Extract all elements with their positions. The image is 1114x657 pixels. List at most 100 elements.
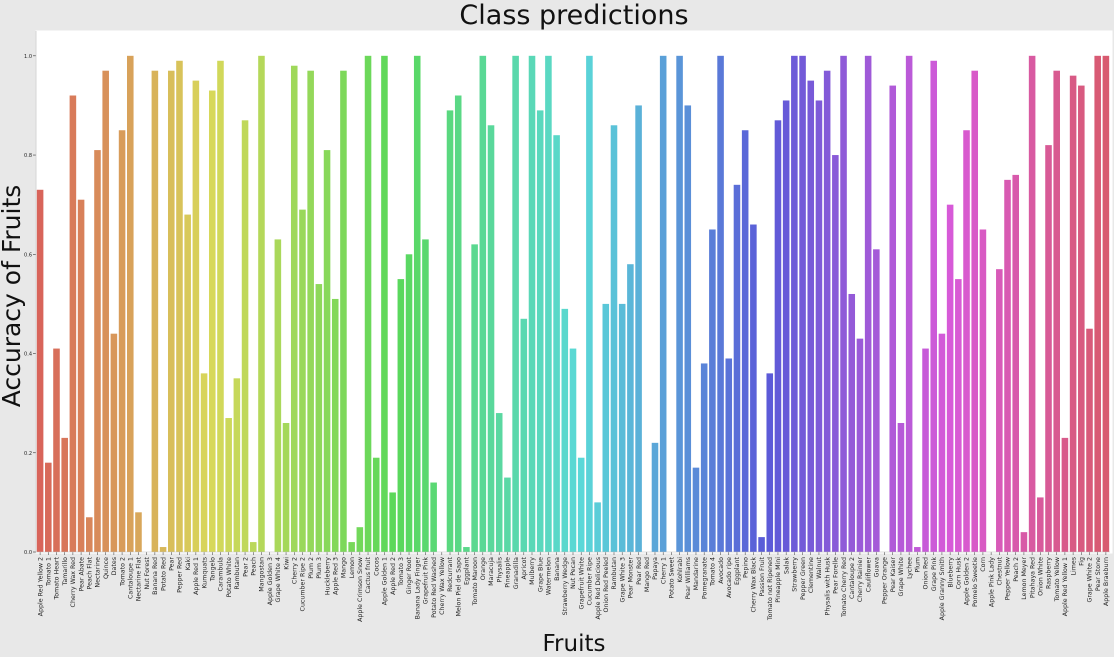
bar [94, 150, 101, 552]
bar [832, 155, 839, 553]
x-tick-label: Raspberry [1046, 557, 1053, 589]
bar [184, 214, 191, 552]
x-tick-label: Grapefruit White [578, 557, 585, 610]
bar [782, 100, 790, 552]
bar [192, 80, 200, 553]
bar [569, 348, 577, 552]
bar [963, 130, 970, 553]
bar [102, 70, 109, 552]
bar [774, 120, 782, 552]
bar [299, 209, 306, 552]
y-tick-label: 1.0 [24, 54, 32, 60]
bar [848, 293, 856, 552]
bar [627, 264, 634, 552]
bar [717, 55, 724, 553]
x-tick-label: Papaya [652, 557, 659, 580]
bar [996, 269, 1003, 552]
bar [864, 55, 872, 553]
x-tick-label: Onion Red Peeled [603, 557, 610, 612]
bar [733, 184, 741, 552]
x-axis-label: Fruits [543, 631, 606, 657]
x-tick-label: Peach [250, 557, 257, 576]
bar [372, 457, 380, 552]
bar [946, 204, 954, 553]
y-axis: 0.0 0.2 0.4 0.6 0.8 1.0 [24, 31, 37, 556]
bar [700, 363, 708, 552]
bar [86, 517, 93, 552]
x-tick-label: Apple Red 3 [332, 557, 339, 595]
x-tick-label: Apple Red Delicious [595, 557, 602, 619]
x-tick-label: Ginger Root [406, 556, 413, 594]
x-tick-label: Potato Red [160, 557, 167, 591]
x-tick-label: Cantaloupe 1 [127, 557, 134, 599]
bar [930, 60, 938, 553]
bar [405, 254, 413, 553]
x-tick-label: Grape White 4 [275, 557, 282, 603]
bar [758, 537, 765, 552]
x-tick-label: Pear Stone [1095, 557, 1102, 591]
bar [1078, 85, 1085, 552]
x-tick-label: Tomato 3 [398, 557, 405, 587]
bar [1069, 75, 1077, 552]
x-tick-label: Tomato 4 [710, 557, 717, 587]
bar [77, 199, 85, 552]
bar [127, 55, 134, 553]
x-tick-label: Eggplant [464, 556, 471, 585]
x-tick-label: Apple Red Yellow 1 [1062, 557, 1069, 616]
bar [1102, 55, 1110, 553]
x-tick-label: Grape White 2 [1087, 557, 1094, 603]
x-tick-label: Pomelo Sweetie [972, 557, 979, 607]
bar [454, 95, 462, 552]
bar [955, 279, 962, 552]
x-tick-label: Banana [554, 557, 561, 581]
x-tick-label: Banana Red [152, 557, 159, 595]
x-tick-label: Grapefruit Pink [423, 557, 430, 605]
bar [118, 130, 126, 553]
bar [914, 547, 921, 552]
bar [389, 492, 396, 552]
x-tick-label: Carambula [218, 557, 225, 592]
bar [815, 100, 823, 552]
x-tick-label: Pear Kaiser [890, 557, 897, 593]
x-tick-label: Passion Fruit [759, 556, 766, 596]
bar [922, 348, 929, 552]
x-tick-label: Apricot [521, 556, 528, 579]
bar [635, 105, 642, 553]
x-tick-label: Nut Pecan [570, 557, 577, 589]
x-tick-label: Blueberry [947, 557, 954, 588]
bar [135, 512, 142, 552]
bar [463, 547, 470, 552]
bar [750, 224, 757, 552]
bar [495, 413, 503, 552]
x-tick-label: Pear Forelle [833, 557, 840, 594]
x-tick-label: Apple Pink Lady [988, 557, 995, 607]
x-tick-label: Apple Red 1 [193, 557, 200, 595]
x-tick-label: Apple Braeburn [1103, 557, 1110, 606]
x-tick-label: Apple Granny Smith [939, 557, 946, 620]
x-tick-label: Pear 2 [242, 557, 249, 577]
x-tick-label: Rambutan [234, 557, 241, 590]
bar [520, 318, 528, 552]
x-tick-label: Salak [783, 557, 790, 574]
x-tick-label: Mangostan [259, 557, 266, 592]
bar [553, 135, 560, 552]
y-tick-label: 0.0 [24, 550, 32, 556]
bar [659, 55, 667, 553]
x-tick-label: Cherry 1 [660, 557, 667, 584]
x-tick-label: Pepino [742, 557, 749, 578]
bar [176, 60, 183, 553]
bar [53, 348, 60, 552]
bar [274, 239, 282, 552]
x-tick-label: Peach 2 [1013, 557, 1020, 582]
x-tick-label: Tangelo [209, 557, 216, 582]
x-tick-label: Fig [1079, 557, 1086, 566]
x-tick-label: Kaki [185, 557, 192, 571]
bar [856, 338, 864, 552]
bar [1004, 179, 1011, 553]
bar [807, 80, 815, 553]
bar [200, 373, 208, 552]
bar [594, 502, 601, 552]
x-tick-label: Potato White [226, 557, 233, 598]
y-tick-label: 0.6 [24, 252, 32, 258]
x-tick-label: Mango Red [644, 557, 651, 592]
